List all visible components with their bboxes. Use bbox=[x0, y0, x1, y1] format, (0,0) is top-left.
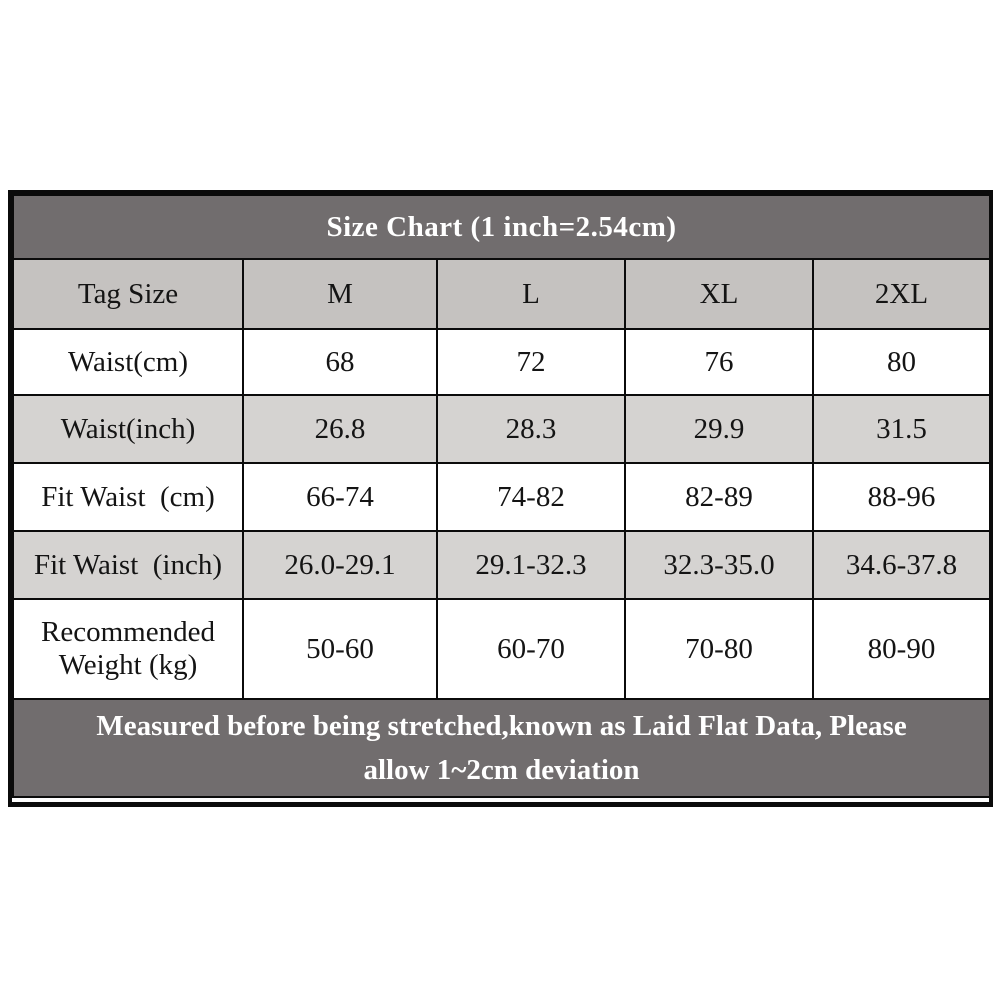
table-row-recommended-weight: Recommended Weight (kg) 50-60 60-70 70-8… bbox=[12, 598, 992, 700]
cell-recommended-weight-l: 60-70 bbox=[436, 598, 626, 700]
table-row-fit-waist-inch: Fit Waist (inch) 26.0-29.1 29.1-32.3 32.… bbox=[12, 530, 992, 600]
cell-recommended-weight-m: 50-60 bbox=[242, 598, 438, 700]
column-header-size-m: M bbox=[242, 258, 438, 330]
cell-waist-inch-l: 28.3 bbox=[436, 394, 626, 464]
cell-waist-cm-2xl: 80 bbox=[811, 328, 992, 396]
column-header-tag-size: Tag Size bbox=[12, 258, 244, 330]
cell-fit-waist-cm-2xl: 88-96 bbox=[811, 462, 992, 532]
size-chart-title: Size Chart (1 inch=2.54cm) bbox=[11, 194, 992, 260]
cell-fit-waist-inch-m: 26.0-29.1 bbox=[242, 530, 438, 600]
row-label-waist-cm: Waist(cm) bbox=[12, 328, 244, 396]
row-label-recommended-weight: Recommended Weight (kg) bbox=[12, 598, 244, 700]
cell-fit-waist-cm-m: 66-74 bbox=[242, 462, 438, 532]
row-label-fit-waist-inch: Fit Waist (inch) bbox=[12, 530, 244, 600]
cell-recommended-weight-2xl: 80-90 bbox=[811, 598, 992, 700]
row-label-fit-waist-cm: Fit Waist (cm) bbox=[12, 462, 244, 532]
cell-fit-waist-cm-xl: 82-89 bbox=[624, 462, 814, 532]
cell-fit-waist-inch-xl: 32.3-35.0 bbox=[624, 530, 814, 600]
cell-fit-waist-cm-l: 74-82 bbox=[436, 462, 626, 532]
column-header-size-l: L bbox=[436, 258, 626, 330]
table-row-waist-cm: Waist(cm) 68 72 76 80 bbox=[12, 328, 992, 396]
row-label-waist-inch: Waist(inch) bbox=[12, 394, 244, 464]
measurement-note-line1: Measured before being stretched,known as… bbox=[96, 710, 907, 742]
cell-waist-inch-xl: 29.9 bbox=[624, 394, 814, 464]
cell-waist-cm-m: 68 bbox=[242, 328, 438, 396]
column-header-row: Tag Size M L XL 2XL bbox=[12, 258, 992, 330]
cell-waist-cm-l: 72 bbox=[436, 328, 626, 396]
footer-row: Measured before being stretched,known as… bbox=[11, 698, 992, 798]
column-header-size-xl: XL bbox=[624, 258, 814, 330]
cell-fit-waist-inch-l: 29.1-32.3 bbox=[436, 530, 626, 600]
cell-waist-inch-m: 26.8 bbox=[242, 394, 438, 464]
measurement-note: Measured before being stretched,known as… bbox=[11, 698, 992, 798]
column-header-size-2xl: 2XL bbox=[811, 258, 992, 330]
cell-waist-cm-xl: 76 bbox=[624, 328, 814, 396]
cell-recommended-weight-xl: 70-80 bbox=[624, 598, 814, 700]
measurement-note-line2: allow 1~2cm deviation bbox=[363, 754, 640, 786]
cell-fit-waist-inch-2xl: 34.6-37.8 bbox=[811, 530, 992, 600]
size-chart-table: Size Chart (1 inch=2.54cm) Tag Size M L … bbox=[8, 190, 993, 807]
title-row: Size Chart (1 inch=2.54cm) bbox=[11, 194, 992, 260]
table-row-fit-waist-cm: Fit Waist (cm) 66-74 74-82 82-89 88-96 bbox=[12, 462, 992, 532]
table-row-waist-inch: Waist(inch) 26.8 28.3 29.9 31.5 bbox=[12, 394, 992, 464]
cell-waist-inch-2xl: 31.5 bbox=[811, 394, 992, 464]
